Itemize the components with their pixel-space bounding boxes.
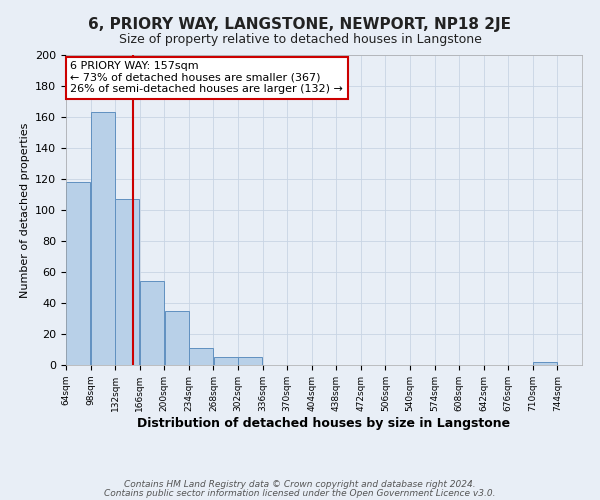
Bar — [189, 348, 213, 365]
Text: 6 PRIORY WAY: 157sqm
← 73% of detached houses are smaller (367)
26% of semi-deta: 6 PRIORY WAY: 157sqm ← 73% of detached h… — [70, 61, 343, 94]
Text: Contains HM Land Registry data © Crown copyright and database right 2024.: Contains HM Land Registry data © Crown c… — [124, 480, 476, 489]
Text: Size of property relative to detached houses in Langstone: Size of property relative to detached ho… — [119, 32, 481, 46]
Text: Contains public sector information licensed under the Open Government Licence v3: Contains public sector information licen… — [104, 488, 496, 498]
Y-axis label: Number of detached properties: Number of detached properties — [20, 122, 29, 298]
Bar — [238, 357, 262, 365]
Bar — [214, 357, 238, 365]
Bar — [533, 362, 557, 365]
Bar — [115, 199, 139, 365]
X-axis label: Distribution of detached houses by size in Langstone: Distribution of detached houses by size … — [137, 416, 511, 430]
Text: 6, PRIORY WAY, LANGSTONE, NEWPORT, NP18 2JE: 6, PRIORY WAY, LANGSTONE, NEWPORT, NP18 … — [89, 18, 511, 32]
Bar — [164, 310, 188, 365]
Bar — [140, 282, 164, 365]
Bar — [66, 182, 90, 365]
Bar — [91, 112, 115, 365]
